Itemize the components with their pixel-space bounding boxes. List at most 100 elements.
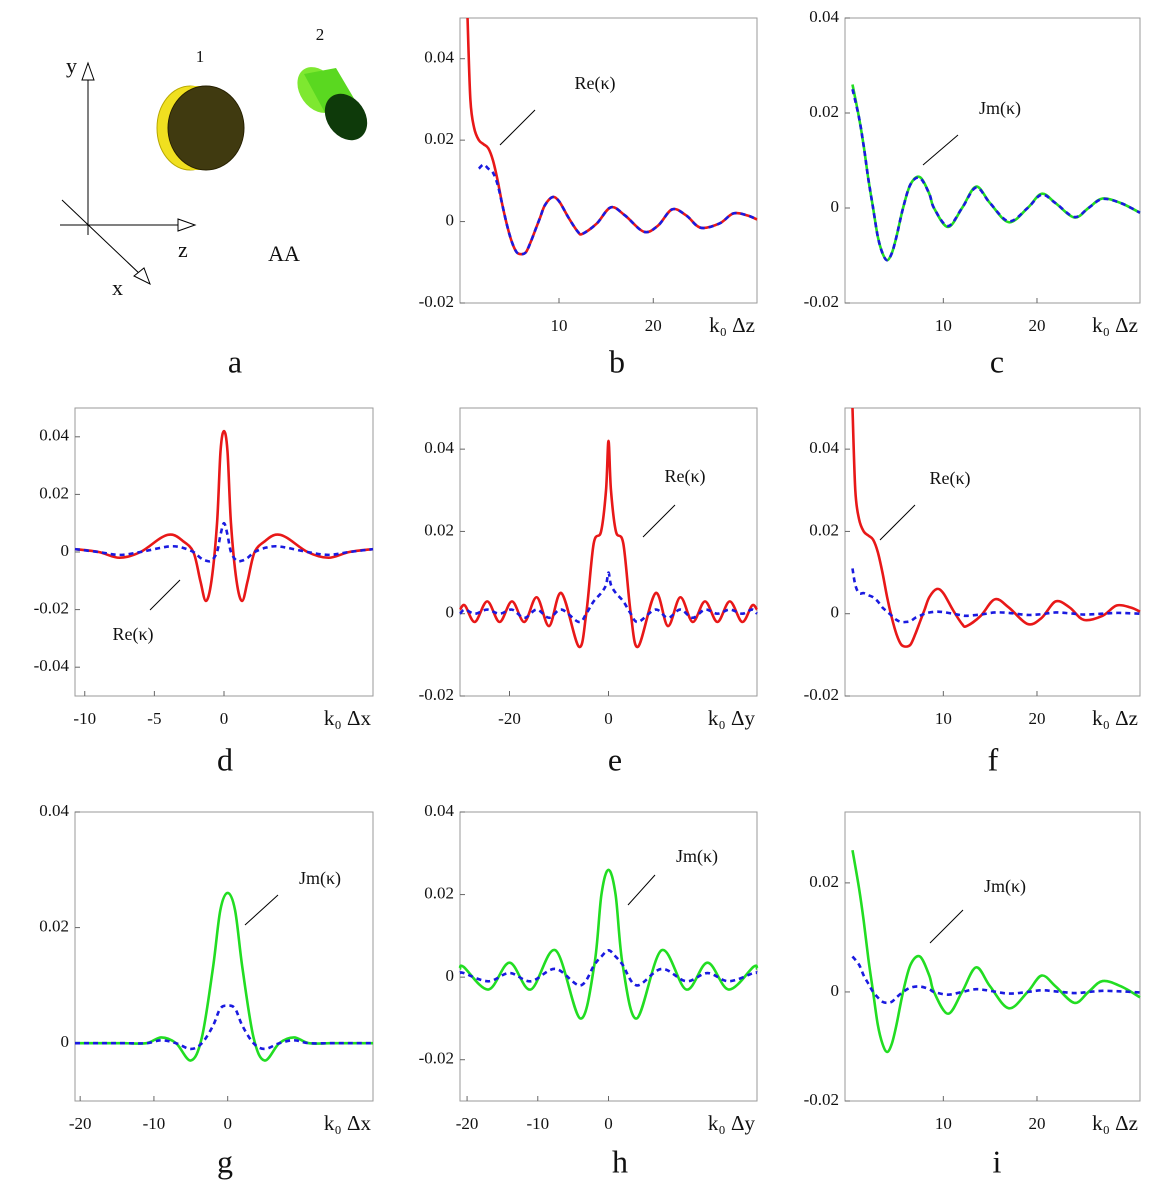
annotation: Re(κ) [929,468,970,489]
x-axis-label: k₀ Δx [324,706,372,730]
series-line [459,571,758,624]
annotation: Jm(κ) [676,846,718,867]
y-tick-label: -0.02 [804,292,839,311]
x-tick-label: 20 [645,316,662,335]
y-tick-label: -0.02 [419,685,454,704]
panel-a-diagram: y z x 1 2 AA a [60,25,368,379]
y-tick-label: 0.02 [809,520,839,539]
panel-letter: i [993,1143,1002,1179]
caption: AA [268,241,300,266]
cylinder-1-face [167,85,245,171]
x-tick-label: 20 [1028,1114,1045,1133]
z-arrow [177,218,197,232]
x-axis-label: k₀ Δz [709,313,755,337]
y-tick-label: 0.02 [809,102,839,121]
y-arrow [81,61,95,81]
panel-letter: d [217,741,233,777]
y-tick-label: -0.04 [34,656,70,675]
series-line [458,439,759,649]
y-tick-label: 0.04 [424,801,454,820]
annotation-leader [879,504,916,541]
x-axis-label: k₀ Δz [1092,706,1138,730]
panel-letter: f [988,741,999,777]
y-tick-label: 0 [61,1032,70,1051]
x-axis-label: k₀ Δx [324,1111,372,1135]
annotation-leader [922,134,959,166]
x-tick-label: 10 [551,316,568,335]
y-tick-label: 0.04 [809,438,839,457]
panel-letter: g [217,1143,233,1179]
y-tick-label: 0.04 [809,7,839,26]
x-arrow [133,267,151,286]
annotation-leader [499,109,536,146]
axis-x-label: x [112,275,123,300]
series-line [477,163,758,256]
annotation-leader [642,504,676,538]
y-tick-label: -0.02 [419,1049,454,1068]
annotation: Re(κ) [574,73,615,94]
y-tick-label: 0.04 [39,426,69,445]
panel-letter: h [612,1143,628,1179]
y-tick-label: 0.04 [424,438,454,457]
y-tick-label: 0 [831,603,840,622]
annotation: Jm(κ) [984,876,1026,897]
axis-z-label: z [178,237,188,262]
x-tick-label: -20 [498,709,521,728]
panel-letter: e [608,741,622,777]
plot-frame [459,17,758,304]
annotation: Re(κ) [664,466,705,487]
y-tick-label: -0.02 [804,1090,839,1109]
y-tick-label: 0.04 [39,801,69,820]
cylinder-2-face [324,93,368,141]
series-line [466,17,758,256]
plot-frame [74,811,374,1102]
annotation: Jm(κ) [299,868,341,889]
y-tick-label: 0.02 [39,483,69,502]
x-axis [61,199,143,277]
annotation-leader [149,579,181,611]
series-line [75,1004,373,1051]
x-tick-label: 0 [223,1114,232,1133]
y-tick-label: 0 [831,981,840,1000]
annotation-leader [627,874,656,906]
x-axis-label: k₀ Δy [708,1111,756,1135]
annotation-leader [244,894,279,926]
series-line [851,568,1141,624]
x-tick-label: -10 [526,1114,549,1133]
series-line [458,868,759,1020]
annotation: Jm(κ) [979,98,1021,119]
y-tick-label: 0.02 [809,872,839,891]
x-tick-label: 10 [935,316,952,335]
y-tick-label: 0 [831,197,840,216]
cylinder-2 [297,67,368,141]
panel-letter: a [228,343,242,379]
x-tick-label: -20 [69,1114,92,1133]
x-axis-label: k₀ Δz [1092,313,1138,337]
y-tick-label: 0 [446,210,455,229]
series-line [458,949,759,987]
x-tick-label: 0 [604,709,613,728]
y-tick-label: 0 [446,966,455,985]
panel-letter: b [609,343,625,379]
axis-y-label: y [66,53,77,78]
y-tick-label: -0.02 [804,685,839,704]
plot-frame [74,407,374,697]
annotation-leader [929,909,964,944]
object-1-label: 1 [196,47,205,66]
plot-frame [844,17,1141,304]
x-tick-label: -5 [147,709,161,728]
series-line [851,407,1141,648]
y-tick-label: 0.02 [39,917,69,936]
y-tick-label: 0 [61,541,70,560]
cylinder-1 [156,85,245,171]
series-line [851,955,1141,1005]
x-tick-label: 0 [220,709,229,728]
x-tick-label: -20 [456,1114,479,1133]
plot-frame [844,407,1141,697]
x-tick-label: 20 [1028,316,1045,335]
x-tick-label: -10 [73,709,96,728]
series-line [74,429,374,603]
x-tick-label: 0 [604,1114,613,1133]
object-2-label: 2 [316,25,325,44]
